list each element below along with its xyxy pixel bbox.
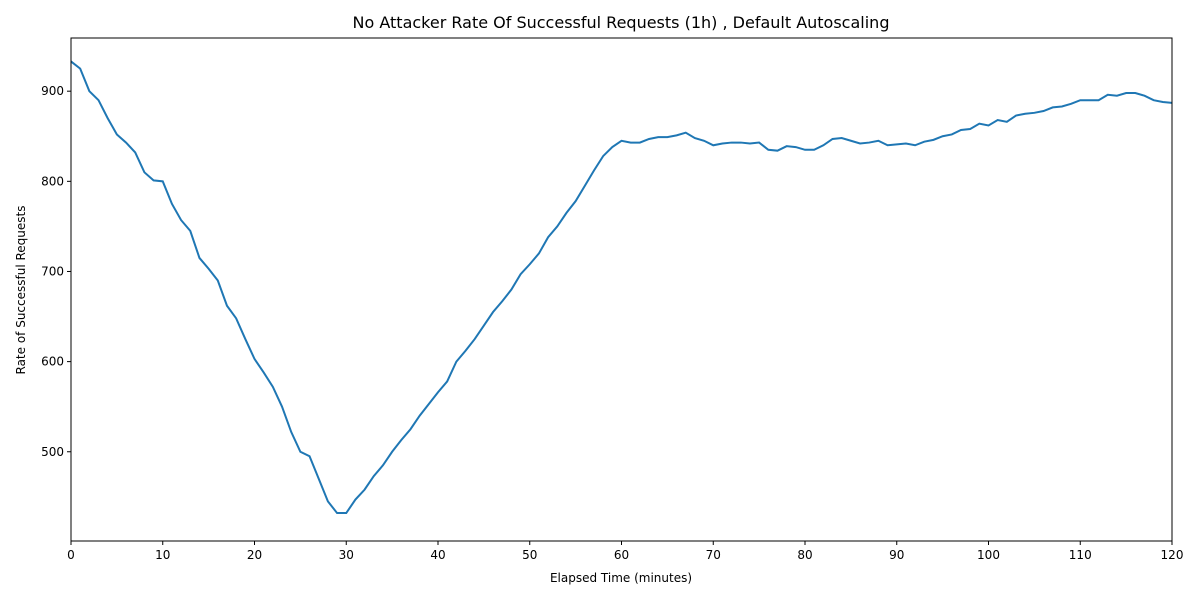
- chart-title: No Attacker Rate Of Successful Requests …: [353, 13, 890, 32]
- plot-frame: [70, 37, 1173, 542]
- y-tick-label: 600: [41, 355, 64, 369]
- data-line: [70, 60, 1173, 515]
- x-tick-label: 10: [155, 548, 170, 562]
- x-tick-label: 120: [1161, 548, 1184, 562]
- y-tick-label: 700: [41, 264, 64, 278]
- x-tick-label: 40: [430, 548, 445, 562]
- x-tick-label: 50: [522, 548, 537, 562]
- x-tick-label: 110: [1069, 548, 1092, 562]
- x-tick-label: 60: [614, 548, 629, 562]
- x-tick-label: 100: [977, 548, 1000, 562]
- x-axis-label: Elapsed Time (minutes): [550, 571, 692, 585]
- y-tick-label: 500: [41, 445, 64, 459]
- x-tick-label: 70: [706, 548, 721, 562]
- x-tick-label: 90: [889, 548, 904, 562]
- x-tick-label: 30: [339, 548, 354, 562]
- y-tick-label: 900: [41, 84, 64, 98]
- y-axis-label: Rate of Successful Requests: [14, 206, 28, 375]
- x-tick-label: 0: [67, 548, 75, 562]
- x-tick-label: 20: [247, 548, 262, 562]
- x-tick-label: 80: [797, 548, 812, 562]
- y-tick-label: 800: [41, 174, 64, 188]
